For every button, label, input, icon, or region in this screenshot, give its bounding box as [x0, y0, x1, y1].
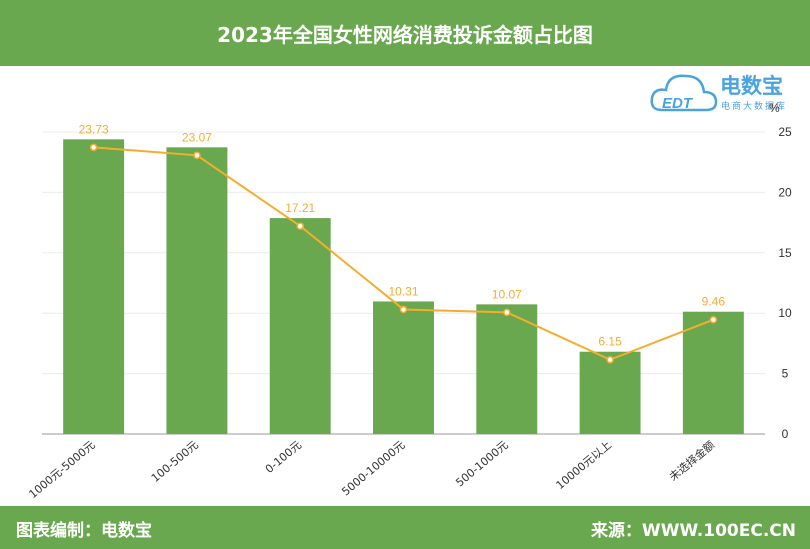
x-tick-label: 未选择金额 [666, 438, 717, 484]
bar [166, 147, 228, 434]
footer: 图表编制：电数宝 来源：WWW.100EC.CN [0, 506, 810, 549]
edt-logo: EDT 电数宝 电商大数据库 [648, 66, 798, 118]
x-tick-label: 1000元-5000元 [26, 438, 97, 501]
bar [373, 301, 434, 434]
data-label: 17.21 [285, 201, 315, 215]
bar [579, 351, 641, 434]
y-tick-label: 25 [778, 125, 792, 139]
trend-line [89, 143, 718, 364]
bar-chart: 23.73 23.07 17.21 10.31 10.07 6.15 9.46 0 5 10 15… [26, 101, 792, 501]
line-point [399, 305, 408, 314]
bar [269, 218, 331, 434]
x-tick-label: 10000元以上 [554, 438, 614, 492]
footer-credit: 图表编制：电数宝 [16, 521, 152, 541]
line-point [296, 222, 304, 230]
line-point [89, 143, 98, 152]
y-tick-label: 15 [778, 246, 792, 260]
line-point [709, 315, 718, 324]
x-tick-label: 0-100元 [263, 438, 304, 476]
line-point [193, 151, 201, 160]
bar [476, 304, 538, 434]
chart-title: 2023年全国女性网络消费投诉金额占比图 [217, 22, 593, 47]
bars [63, 139, 744, 434]
y-tick-label: 0 [782, 427, 789, 441]
data-label: 10.07 [492, 287, 522, 301]
footer-source: 来源：WWW.100EC.CN [590, 521, 796, 541]
y-axis-unit: % [769, 101, 780, 115]
y-tick-label: 10 [778, 306, 792, 320]
x-tick-label: 100-500元 [149, 438, 201, 485]
logo-brand: 电数宝 [720, 74, 783, 98]
data-labels: 23.73 23.07 17.21 10.31 10.07 6.15 9.46 [79, 122, 726, 348]
cloud-logo-icon: EDT [650, 74, 718, 112]
x-tick-label: 5000-10000元 [339, 438, 407, 498]
data-label: 10.31 [388, 284, 418, 298]
chart-header: 2023年全国女性网络消费投诉金额占比图 [0, 0, 810, 66]
line-point [503, 308, 511, 317]
y-tick-label: 20 [778, 185, 792, 199]
data-label: 23.07 [182, 130, 212, 144]
logo-mark-text: EDT [662, 95, 694, 112]
data-label: 23.73 [79, 122, 109, 136]
logo-subtitle: 电商大数据库 [721, 102, 788, 112]
y-tick-label: 5 [782, 367, 789, 381]
bar [682, 311, 744, 434]
y-axis-ticks: 0 5 10 15 20 25 [778, 125, 792, 441]
x-axis-ticks: 1000元-5000元 100-500元 0-100元 5000-10000元 500-… [26, 438, 717, 501]
bar [63, 139, 125, 434]
x-tick-label: 500-1000元 [453, 438, 510, 489]
line-point [606, 355, 614, 364]
data-label: 6.15 [598, 335, 622, 349]
data-label: 9.46 [702, 295, 726, 309]
